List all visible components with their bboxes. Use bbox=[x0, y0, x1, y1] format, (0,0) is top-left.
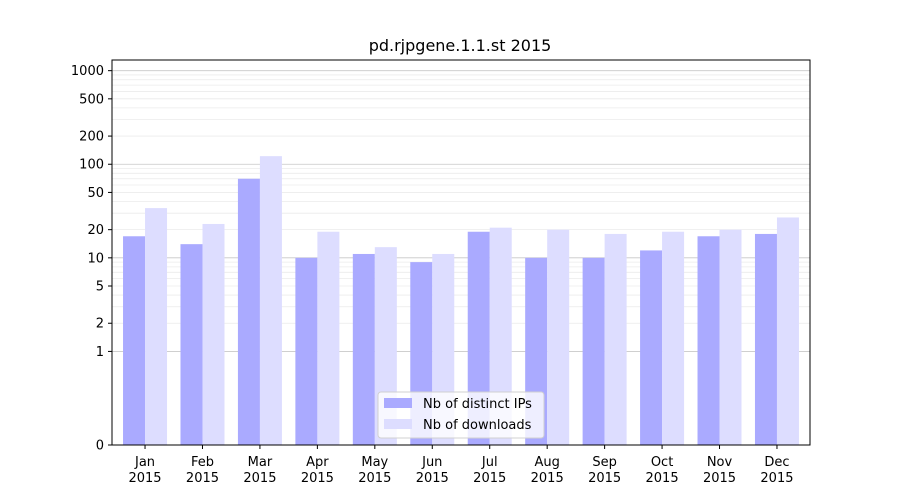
y-tick-label: 200 bbox=[79, 130, 104, 145]
bar-downloads bbox=[202, 223, 225, 445]
bar-distinct-ips bbox=[123, 236, 146, 445]
bar-downloads bbox=[662, 231, 685, 445]
bar-downloads bbox=[776, 217, 799, 445]
y-tick-label: 50 bbox=[87, 186, 104, 201]
bars bbox=[123, 156, 799, 446]
y-tick-label: 100 bbox=[79, 158, 104, 173]
x-tick-label: Feb 2015 bbox=[186, 455, 219, 486]
y-tick-label: 1000 bbox=[71, 64, 104, 79]
axes: Jan 2015 Feb 2015 Mar 2015 Apr 2015 May 2015 Jun 20… bbox=[71, 59, 811, 486]
bar-downloads bbox=[489, 227, 512, 445]
x-tick-label: Jul 2015 bbox=[473, 455, 506, 486]
legend-label: Nb of distinct IPs bbox=[423, 397, 532, 412]
bar-downloads bbox=[547, 229, 570, 445]
y-tick-label: 10 bbox=[87, 251, 104, 266]
x-tick-label: Apr 2015 bbox=[301, 455, 334, 486]
y-tick-label: 2 bbox=[96, 317, 104, 332]
bar-distinct-ips bbox=[640, 250, 663, 445]
x-tick-label: Oct 2015 bbox=[646, 455, 679, 486]
legend-label: Nb of downloads bbox=[423, 418, 532, 433]
legend-box bbox=[377, 391, 545, 439]
x-tick-label: Aug 2015 bbox=[531, 455, 564, 486]
legend-swatch bbox=[384, 419, 412, 429]
y-tick-label: 5 bbox=[96, 280, 104, 295]
bar-distinct-ips bbox=[697, 236, 720, 445]
x-tick-label: Mar 2015 bbox=[243, 455, 276, 486]
bar-downloads bbox=[145, 208, 168, 445]
x-tick-label: Dec 2015 bbox=[760, 455, 793, 486]
grid-lines bbox=[112, 70, 810, 352]
x-tick-label: May 2015 bbox=[358, 455, 391, 486]
legend: Nb of distinct IPs Nb of downloads bbox=[377, 391, 545, 439]
bar-distinct-ips bbox=[352, 253, 375, 445]
bar-downloads bbox=[719, 229, 742, 445]
chart-title: pd.rjpgene.1.1.st 2015 bbox=[369, 36, 552, 55]
y-tick-label: 20 bbox=[87, 223, 104, 238]
bar-distinct-ips bbox=[237, 178, 260, 446]
x-tick-label: Sep 2015 bbox=[588, 455, 621, 486]
bar-downloads bbox=[317, 231, 340, 445]
bar-distinct-ips bbox=[180, 244, 203, 445]
bar-downloads bbox=[604, 233, 627, 445]
plot-frame bbox=[111, 59, 811, 446]
y-tick-label: 1 bbox=[96, 345, 104, 360]
y-tick-label: 500 bbox=[79, 92, 104, 107]
legend-swatch bbox=[384, 398, 412, 408]
y-tick-label: 0 bbox=[96, 439, 104, 454]
x-tick-label: Nov 2015 bbox=[703, 455, 736, 486]
bar-downloads bbox=[259, 156, 282, 445]
bar-distinct-ips bbox=[582, 257, 605, 445]
x-tick-label: Jan 2015 bbox=[128, 455, 161, 486]
bar-distinct-ips bbox=[754, 233, 777, 445]
x-tick-label: Jun 2015 bbox=[416, 455, 449, 486]
bar-distinct-ips bbox=[295, 257, 318, 445]
